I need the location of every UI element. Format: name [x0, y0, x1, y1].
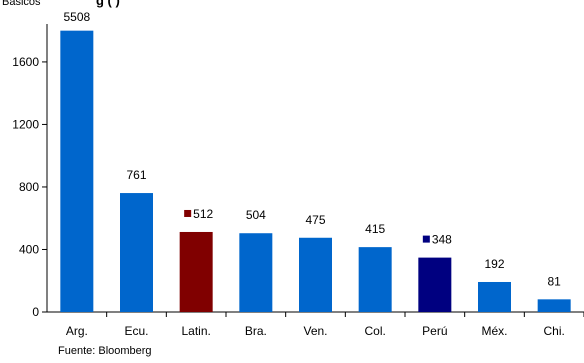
value-label: 415	[365, 222, 385, 236]
value-label: 192	[484, 257, 504, 271]
label-marker	[422, 235, 430, 243]
category-label: Col.	[364, 324, 385, 338]
category-label: Ecu.	[124, 324, 148, 338]
category-label: Bra.	[245, 324, 267, 338]
bar	[179, 231, 213, 312]
value-label: 348	[432, 233, 452, 247]
value-label: 512	[193, 207, 213, 221]
bar	[120, 193, 153, 312]
y-tick-label: 0	[32, 305, 39, 319]
y-tick-label: 800	[19, 180, 39, 194]
value-label: 475	[305, 213, 325, 227]
category-label: Ven.	[303, 324, 327, 338]
bar	[299, 237, 332, 312]
bar	[537, 299, 571, 312]
value-label: 81	[547, 274, 561, 288]
y-tick-label: 400	[19, 242, 39, 256]
chart-title: g ( )	[96, 0, 120, 8]
category-label: Perú	[422, 324, 447, 338]
y-tick-label: 1200	[12, 117, 39, 131]
bar	[418, 257, 452, 312]
bar	[358, 247, 392, 312]
category-label: Chi.	[543, 324, 564, 338]
y-tick-label: 1600	[12, 55, 39, 69]
value-labels: 5508 761 512 504 475 415 348 192 81	[63, 10, 561, 288]
value-label: 761	[126, 168, 146, 182]
unit-label: Básicos	[2, 0, 41, 8]
bar	[478, 281, 511, 312]
y-tick-labels: 0 400 800 1200 1600	[12, 55, 39, 319]
bars	[60, 30, 571, 312]
value-label: 5508	[63, 10, 90, 24]
label-marker	[184, 209, 192, 217]
bar	[239, 233, 273, 312]
category-label: Latin.	[181, 324, 210, 338]
category-label: Méx.	[481, 324, 507, 338]
source-note: Fuente: Bloomberg	[58, 345, 152, 357]
category-labels: Arg. Ecu. Latin. Bra. Ven. Col. Perú Méx. Chi.	[66, 324, 565, 338]
bar	[60, 30, 94, 312]
value-label: 504	[246, 208, 266, 222]
category-label: Arg.	[66, 324, 88, 338]
